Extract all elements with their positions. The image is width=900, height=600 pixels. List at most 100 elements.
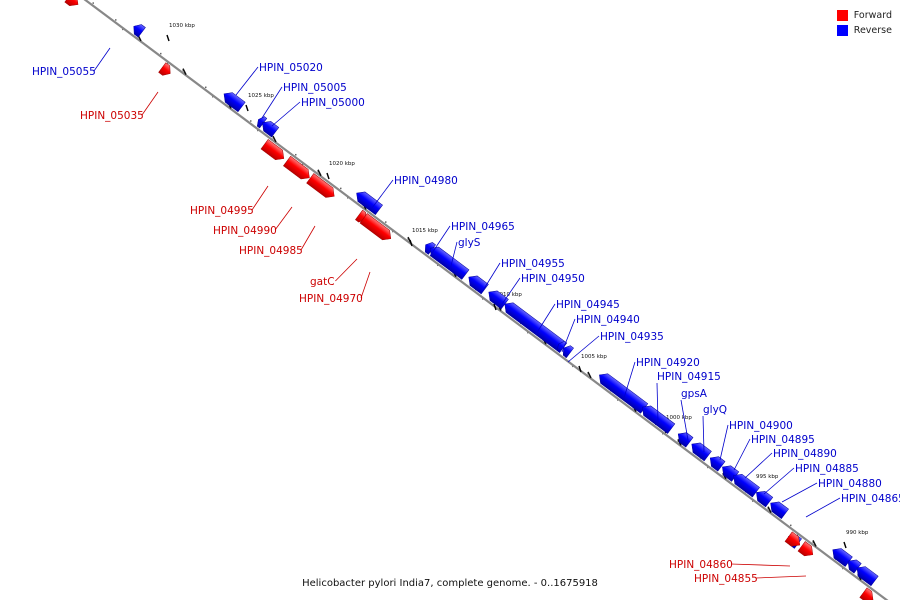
legend: Forward Reverse [836, 8, 892, 38]
genome-axis [83, 0, 889, 600]
gene-arrow [859, 587, 874, 600]
leader-line [449, 241, 458, 271]
gene-arrow [847, 559, 862, 574]
leader-line [235, 66, 259, 96]
gene-arrow-HPIN_05005 [256, 116, 268, 129]
gene-arrow [64, 0, 79, 6]
reverse-swatch-icon [836, 25, 848, 36]
leader-line [680, 399, 689, 441]
leader-line [141, 91, 159, 116]
leader-line [805, 497, 841, 518]
gene-arrow-HPIN_04980 [356, 191, 383, 216]
gene-label: HPIN_05000 [301, 97, 365, 109]
gene-label: HPIN_04895 [751, 434, 815, 446]
gene-label: HPIN_04890 [773, 448, 837, 460]
leader-line [763, 467, 795, 495]
gene-arrow-HPIN_04955 [468, 275, 489, 295]
gene-arrow-HPIN_04915 [642, 405, 676, 434]
legend-item-reverse: Reverse [836, 23, 892, 38]
leader-line [719, 424, 729, 461]
gene-arrow-HPIN_04855 [797, 541, 814, 557]
forward-swatch-icon [836, 10, 848, 21]
gene-label: glyS [458, 237, 481, 249]
gene-label: HPIN_04865 [841, 493, 900, 505]
gene-arrow-HPIN_05020 [223, 92, 246, 113]
scale-label: 1000 kbp [666, 415, 692, 421]
scale-label: 1015 kbp [412, 228, 438, 234]
gene-label: HPIN_05020 [259, 62, 323, 74]
gene-features [64, 0, 879, 600]
leader-line [251, 185, 269, 211]
gene-label: HPIN_05035 [80, 110, 144, 122]
gene-label: HPIN_04885 [795, 463, 859, 475]
scale-label: 1025 kbp [248, 93, 274, 99]
leader-line [755, 575, 807, 579]
leader-line [744, 452, 773, 479]
legend-label-reverse: Reverse [853, 25, 892, 36]
gene-label: HPIN_04980 [394, 175, 458, 187]
gene-label: gatC [310, 276, 335, 288]
gene-arrow-gpsA [677, 432, 694, 448]
gene-arrow-HPIN_04920 [599, 373, 649, 414]
gene-arrow-glyS [429, 246, 470, 280]
gene-label: HPIN_04970 [299, 293, 363, 305]
gene-label: HPIN_04935 [600, 331, 664, 343]
gene-arrow [856, 566, 879, 587]
leader-line [499, 277, 521, 308]
scale-label: 990 kbp [846, 530, 869, 536]
gene-arrow-HPIN_04880 [770, 501, 789, 520]
genome-caption: Helicobacter pylori India7, complete gen… [302, 578, 598, 589]
leader-line [335, 258, 358, 282]
leader-line [300, 225, 316, 251]
gene-label: HPIN_04900 [729, 420, 793, 432]
gene-arrow-HPIN_04985 [306, 173, 335, 198]
gene-label: HPIN_04965 [451, 221, 515, 233]
leader-line [429, 225, 451, 257]
leader-line [274, 206, 293, 231]
leader-line [481, 262, 501, 293]
scale-label: 995 kbp [756, 474, 779, 480]
scale-labels: 1030 kbp 1025 kbp 1020 kbp 1015 kbp 1010 kbp… [166, 23, 869, 549]
gene-label: glyQ [703, 404, 727, 416]
gene-arrow-HPIN_05000 [262, 121, 280, 138]
gene-label: HPIN_04860 [669, 559, 733, 571]
gene-labels: HPIN_05055 HPIN_05035 HPIN_05020 HPIN_05005… [32, 47, 900, 585]
scale-label: 1030 kbp [169, 23, 195, 29]
gene-label: HPIN_04985 [239, 245, 303, 257]
gene-label: HPIN_04990 [213, 225, 277, 237]
gene-label: gpsA [681, 388, 708, 400]
scale-label: 1010 kbp [496, 292, 522, 298]
scale-label: 1005 kbp [581, 354, 607, 360]
gene-arrow [832, 548, 853, 567]
gene-label: HPIN_04920 [636, 357, 700, 369]
gene-label: HPIN_05055 [32, 66, 96, 78]
leader-line [656, 382, 659, 423]
leader-line [702, 415, 705, 453]
leader-line [535, 303, 556, 335]
legend-item-forward: Forward [836, 8, 892, 23]
leader-line [730, 563, 791, 567]
gene-arrow-HPIN_04900 [709, 456, 726, 472]
leader-line [371, 179, 394, 209]
gene-label: HPIN_04955 [501, 258, 565, 270]
gene-arrow-HPIN_04860 [784, 531, 801, 547]
leader-line [261, 86, 283, 119]
leader-line [623, 361, 636, 399]
gene-label: HPIN_05005 [283, 82, 347, 94]
gene-label: HPIN_04855 [694, 573, 758, 585]
gene-label: HPIN_04945 [556, 299, 620, 311]
leader-line [567, 335, 600, 363]
gene-arrow-HPIN_04950 [488, 290, 509, 310]
gene-label: HPIN_04940 [576, 314, 640, 326]
legend-label-forward: Forward [853, 10, 892, 21]
leader-line [781, 482, 818, 503]
gene-arrow-HPIN_04890 [733, 473, 760, 498]
gene-label: HPIN_04915 [657, 371, 721, 383]
gene-arrow-HPIN_05055 [133, 24, 146, 38]
gene-arrow-glyQ [691, 442, 712, 462]
gene-label: HPIN_04950 [521, 273, 585, 285]
gene-label: HPIN_04995 [190, 205, 254, 217]
gene-arrow-HPIN_04990 [283, 155, 310, 180]
gene-arrow-HPIN_04935 [562, 345, 574, 359]
